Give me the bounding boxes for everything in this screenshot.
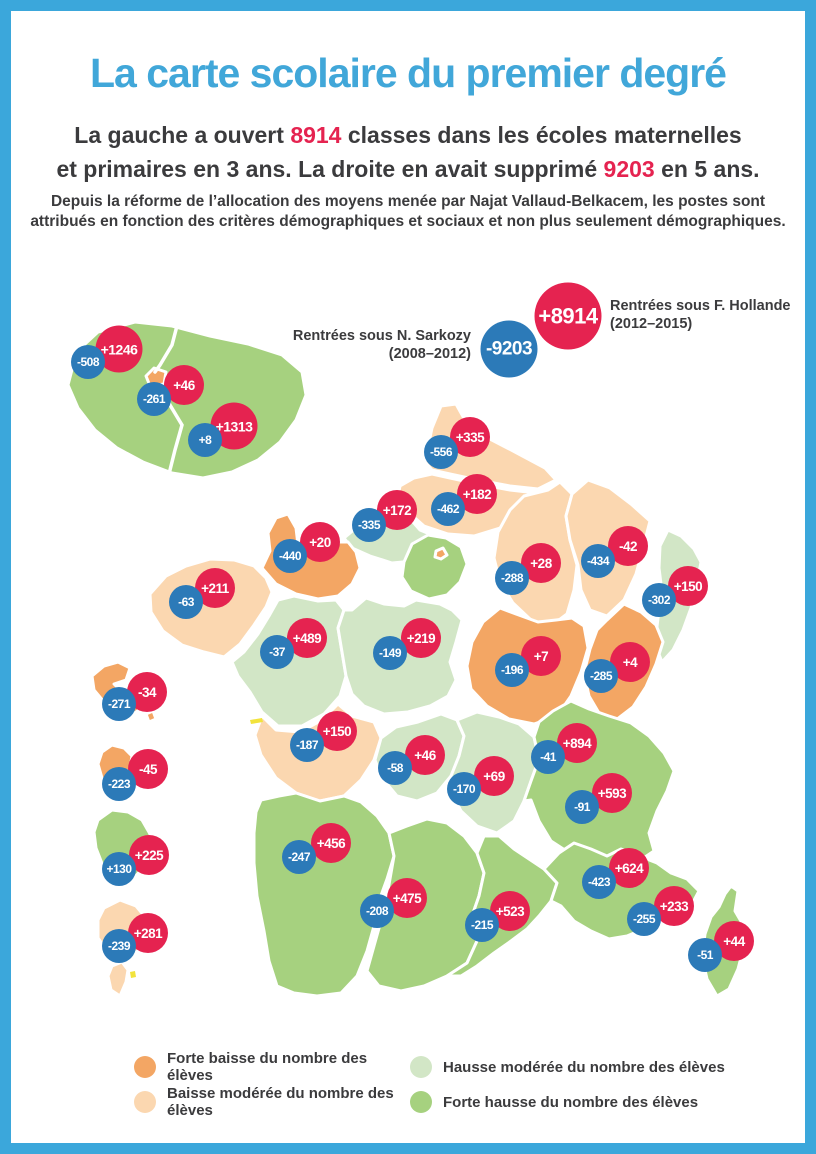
legend-label: Forte hausse du nombre des élèves <box>443 1093 699 1111</box>
hollande-label: Rentrées sous F. Hollande (2012–2015) <box>610 297 791 333</box>
badge-lyon-sarkozy: -41 <box>531 740 565 774</box>
badge-alsace-hollande: +150 <box>668 566 708 606</box>
legend-item-baisse-moderee: Baisse modérée du nombre des élèves <box>134 1085 410 1119</box>
sarkozy-label: Rentrées sous N. Sarkozy (2008–2012) <box>293 327 471 363</box>
badge-paris-sarkozy: -261 <box>137 382 171 416</box>
badge-guadeloupe-sarkozy: -271 <box>102 687 136 721</box>
badge-lorraine-sarkozy: -434 <box>581 544 615 578</box>
badge-lorraine-hollande: -42 <box>608 526 648 566</box>
page-title: La carte scolaire du premier degré <box>90 50 727 96</box>
legend: Forte baisse du nombre des élèves Baisse … <box>134 1050 725 1119</box>
legend-dot-baisse-moderee <box>134 1091 156 1113</box>
legend-item-hausse-moderee: Hausse modérée du nombre des élèves <box>410 1054 725 1080</box>
classes-opened-count: 8914 <box>290 122 342 148</box>
sarkozy-label-text: Rentrées sous N. Sarkozy <box>292 328 471 344</box>
badge-centre-hollande: +219 <box>401 618 441 658</box>
legend-item-forte-baisse: Forte baisse du nombre des élèves <box>134 1050 410 1084</box>
hollande-total-badge: +8914 <box>534 282 602 350</box>
region-idf-main <box>400 533 469 601</box>
classes-closed-count: 9203 <box>603 156 655 182</box>
legend-dot-forte-hausse <box>410 1091 432 1113</box>
badge-bourgogne-sarkozy: -196 <box>495 653 529 687</box>
badge-reunion-sarkozy: -239 <box>102 929 136 963</box>
badge-versailles-sarkozy: -508 <box>71 345 105 379</box>
badge-haute-normandie-sarkozy: -335 <box>352 508 386 542</box>
badge-basse-normandie-sarkozy: -440 <box>273 539 307 573</box>
badge-pays-de-la-loire-hollande: +489 <box>287 618 327 658</box>
badge-bretagne-sarkozy: -63 <box>169 585 203 619</box>
note-line-1: Depuis la réforme de l’allocation des mo… <box>50 193 766 210</box>
badge-pays-de-la-loire-sarkozy: -37 <box>260 635 294 669</box>
subtitle-text: et primaires en 3 ans. La droite en avai… <box>56 156 604 182</box>
badge-limousin-sarkozy: -58 <box>378 751 412 785</box>
badge-franche-comte-sarkozy: -285 <box>584 659 618 693</box>
region-mayotte <box>106 960 130 998</box>
badge-aix-marseille-sarkozy: -423 <box>582 865 616 899</box>
legend-dot-hausse-moderee <box>410 1056 432 1078</box>
badge-grenoble-sarkozy: -91 <box>565 790 599 824</box>
badge-champagne-hollande: +28 <box>521 543 561 583</box>
badge-midi-pyrenees-sarkozy: -208 <box>360 894 394 928</box>
legend-label: Forte baisse du nombre des élèves <box>167 1050 368 1084</box>
badge-picardie-sarkozy: -462 <box>431 492 465 526</box>
sarkozy-label-years: (2008–2012) <box>388 346 471 362</box>
badge-alsace-sarkozy: -302 <box>642 583 676 617</box>
badge-poitou-charentes-sarkozy: -187 <box>290 728 324 762</box>
badge-guyane-sarkozy: +130 <box>102 852 136 886</box>
sarkozy-total-badge: -9203 <box>480 320 538 378</box>
region-paris-main <box>433 546 449 561</box>
legend-dot-forte-baisse <box>134 1056 156 1078</box>
subtitle-line-1: La gauche a ouvert 8914 classes dans les… <box>0 118 816 152</box>
legend-label: Baisse modérée du nombre des élèves <box>167 1085 394 1119</box>
subtitle-text: en 5 ans. <box>654 156 760 182</box>
badge-centre-sarkozy: -149 <box>373 636 407 670</box>
badge-auvergne-sarkozy: -170 <box>447 772 481 806</box>
badge-reunion-hollande: +281 <box>128 913 168 953</box>
badge-corse-sarkozy: -51 <box>688 938 722 972</box>
badge-nord-pas-de-calais-sarkozy: -556 <box>424 435 458 469</box>
badge-grenoble-hollande: +593 <box>592 773 632 813</box>
hollande-label-text: Rentrées sous F. Hollande <box>610 298 791 314</box>
badge-aquitaine-sarkozy: -247 <box>282 840 316 874</box>
badge-martinique-sarkozy: -223 <box>102 767 136 801</box>
badge-languedoc-sarkozy: -215 <box>465 908 499 942</box>
badge-aix-marseille-hollande: +624 <box>609 848 649 888</box>
ile-de-re-islet <box>250 718 263 724</box>
note-line-2: attribués en fonction des critères démog… <box>30 213 786 230</box>
inset-academy-border-1 <box>153 320 180 374</box>
subtitle: La gauche a ouvert 8914 classes dans les… <box>0 118 816 186</box>
methodology-note: Depuis la réforme de l’allocation des mo… <box>0 192 816 232</box>
badge-aquitaine-hollande: +456 <box>311 823 351 863</box>
hollande-label-years: (2012–2015) <box>610 316 693 332</box>
badge-creteil-sarkozy: +8 <box>188 423 222 457</box>
legend-item-forte-hausse: Forte hausse du nombre des élèves <box>410 1089 725 1115</box>
badge-champagne-sarkozy: -288 <box>495 561 529 595</box>
badge-nice-sarkozy: -255 <box>627 902 661 936</box>
subtitle-text: La gauche a ouvert <box>74 122 291 148</box>
subtitle-line-2: et primaires en 3 ans. La droite en avai… <box>0 152 816 186</box>
region-bretagne <box>148 557 274 659</box>
legend-label: Hausse modérée du nombre des élèves <box>443 1058 725 1076</box>
region-guadeloupe-islet <box>144 709 158 724</box>
subtitle-text: classes dans les écoles maternelles <box>341 122 742 148</box>
mayotte-islet <box>130 971 136 978</box>
badge-corse-hollande: +44 <box>714 921 754 961</box>
